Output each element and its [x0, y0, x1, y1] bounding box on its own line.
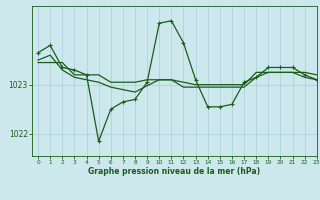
X-axis label: Graphe pression niveau de la mer (hPa): Graphe pression niveau de la mer (hPa): [88, 167, 260, 176]
